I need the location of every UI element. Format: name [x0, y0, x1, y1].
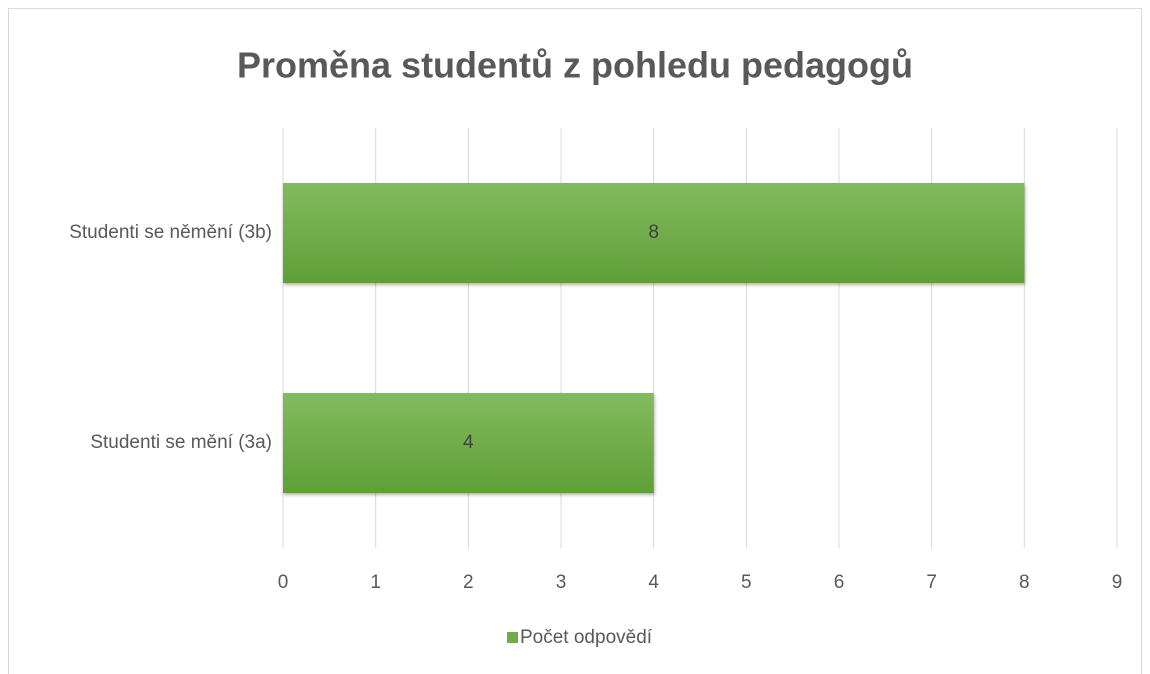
legend-label: Počet odpovědí — [520, 627, 653, 648]
x-tick-label: 5 — [741, 572, 752, 593]
y-tick-label: Studenti se mění (3a) — [90, 432, 272, 453]
bar — [283, 393, 654, 493]
data-label: 8 — [648, 222, 659, 243]
y-tick-label: Studenti se němění (3b) — [69, 222, 272, 243]
x-tick-label: 4 — [648, 572, 659, 593]
data-label: 4 — [463, 432, 474, 453]
plot-area: 0 1 2 3 4 5 6 7 8 9 Studenti se němění (3b) Student… — [69, 128, 1122, 648]
x-tick-label: 0 — [278, 572, 289, 593]
chart-title: Proměna studentů z pohledu pedagogů — [237, 45, 913, 86]
x-tick-label: 6 — [834, 572, 845, 593]
x-tick-label: 8 — [1019, 572, 1030, 593]
x-tick-label: 1 — [370, 572, 381, 593]
x-tick-label: 3 — [556, 572, 567, 593]
legend-swatch — [507, 632, 518, 643]
x-tick-label: 7 — [926, 572, 937, 593]
chart-border — [8, 8, 1142, 674]
bar — [283, 183, 1025, 283]
x-tick-label: 9 — [1112, 572, 1123, 593]
x-tick-label: 2 — [463, 572, 474, 593]
